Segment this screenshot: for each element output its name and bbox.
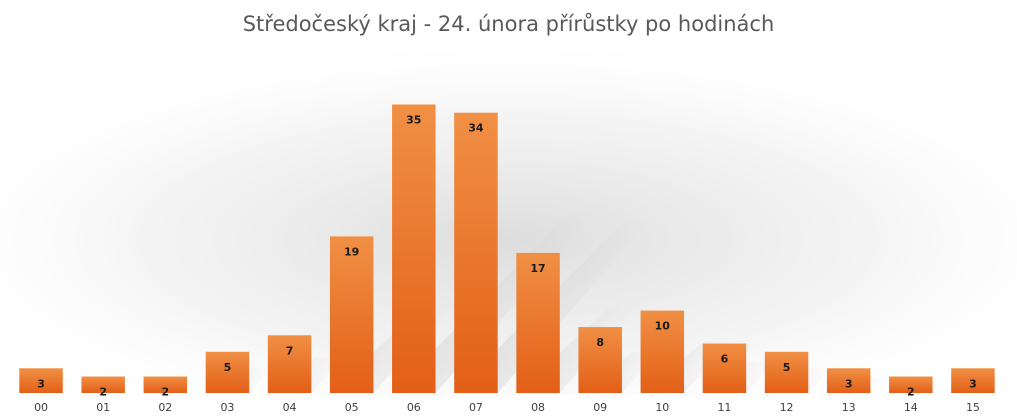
bar-11 <box>702 343 747 393</box>
x-tick-label-05: 05 <box>345 401 359 414</box>
data-label-03: 5 <box>224 361 232 374</box>
data-label-02: 2 <box>161 386 169 399</box>
data-label-14: 2 <box>907 386 915 399</box>
data-label-07: 34 <box>468 122 484 135</box>
bar-14 <box>889 376 933 393</box>
x-tick-label-11: 11 <box>717 401 731 414</box>
x-tick-label-06: 06 <box>407 401 421 414</box>
bar-03 <box>205 351 250 393</box>
bar-05 <box>329 236 374 393</box>
bar-04 <box>267 335 312 393</box>
data-label-11: 6 <box>721 353 729 366</box>
x-tick-label-01: 01 <box>96 401 110 414</box>
data-label-15: 3 <box>969 377 977 390</box>
data-label-10: 10 <box>655 320 671 333</box>
data-label-06: 35 <box>406 113 421 126</box>
bar-08 <box>516 252 560 393</box>
x-tick-label-10: 10 <box>655 401 669 414</box>
data-label-13: 3 <box>845 377 853 390</box>
data-label-00: 3 <box>37 377 45 390</box>
x-tick-label-00: 00 <box>34 401 48 414</box>
data-label-01: 2 <box>99 386 107 399</box>
data-label-09: 8 <box>596 336 604 349</box>
bar-00 <box>19 368 63 393</box>
x-tick-label-15: 15 <box>966 401 980 414</box>
x-tick-label-09: 09 <box>593 401 607 414</box>
x-tick-label-03: 03 <box>220 401 234 414</box>
data-label-05: 19 <box>344 245 359 258</box>
bar-09 <box>578 327 622 393</box>
plot-background-glow <box>0 50 1017 395</box>
bar-01 <box>81 376 125 393</box>
x-tick-label-02: 02 <box>158 401 172 414</box>
data-label-08: 17 <box>530 262 545 275</box>
x-tick-label-04: 04 <box>283 401 297 414</box>
chart-title: Středočeský kraj - 24. února přírůstky p… <box>242 12 775 36</box>
bar-02 <box>143 376 188 393</box>
bar-12 <box>764 351 809 393</box>
x-tick-label-12: 12 <box>780 401 794 414</box>
bar-07 <box>454 112 498 393</box>
bar-10 <box>640 310 685 393</box>
x-tick-label-08: 08 <box>531 401 545 414</box>
data-label-12: 5 <box>783 361 791 374</box>
data-label-04: 7 <box>286 344 294 357</box>
bar-15 <box>951 368 995 393</box>
x-tick-label-07: 07 <box>469 401 483 414</box>
x-tick-label-14: 14 <box>904 401 918 414</box>
x-tick-label-13: 13 <box>842 401 856 414</box>
bar-06 <box>392 104 436 394</box>
bar-13 <box>826 368 871 393</box>
